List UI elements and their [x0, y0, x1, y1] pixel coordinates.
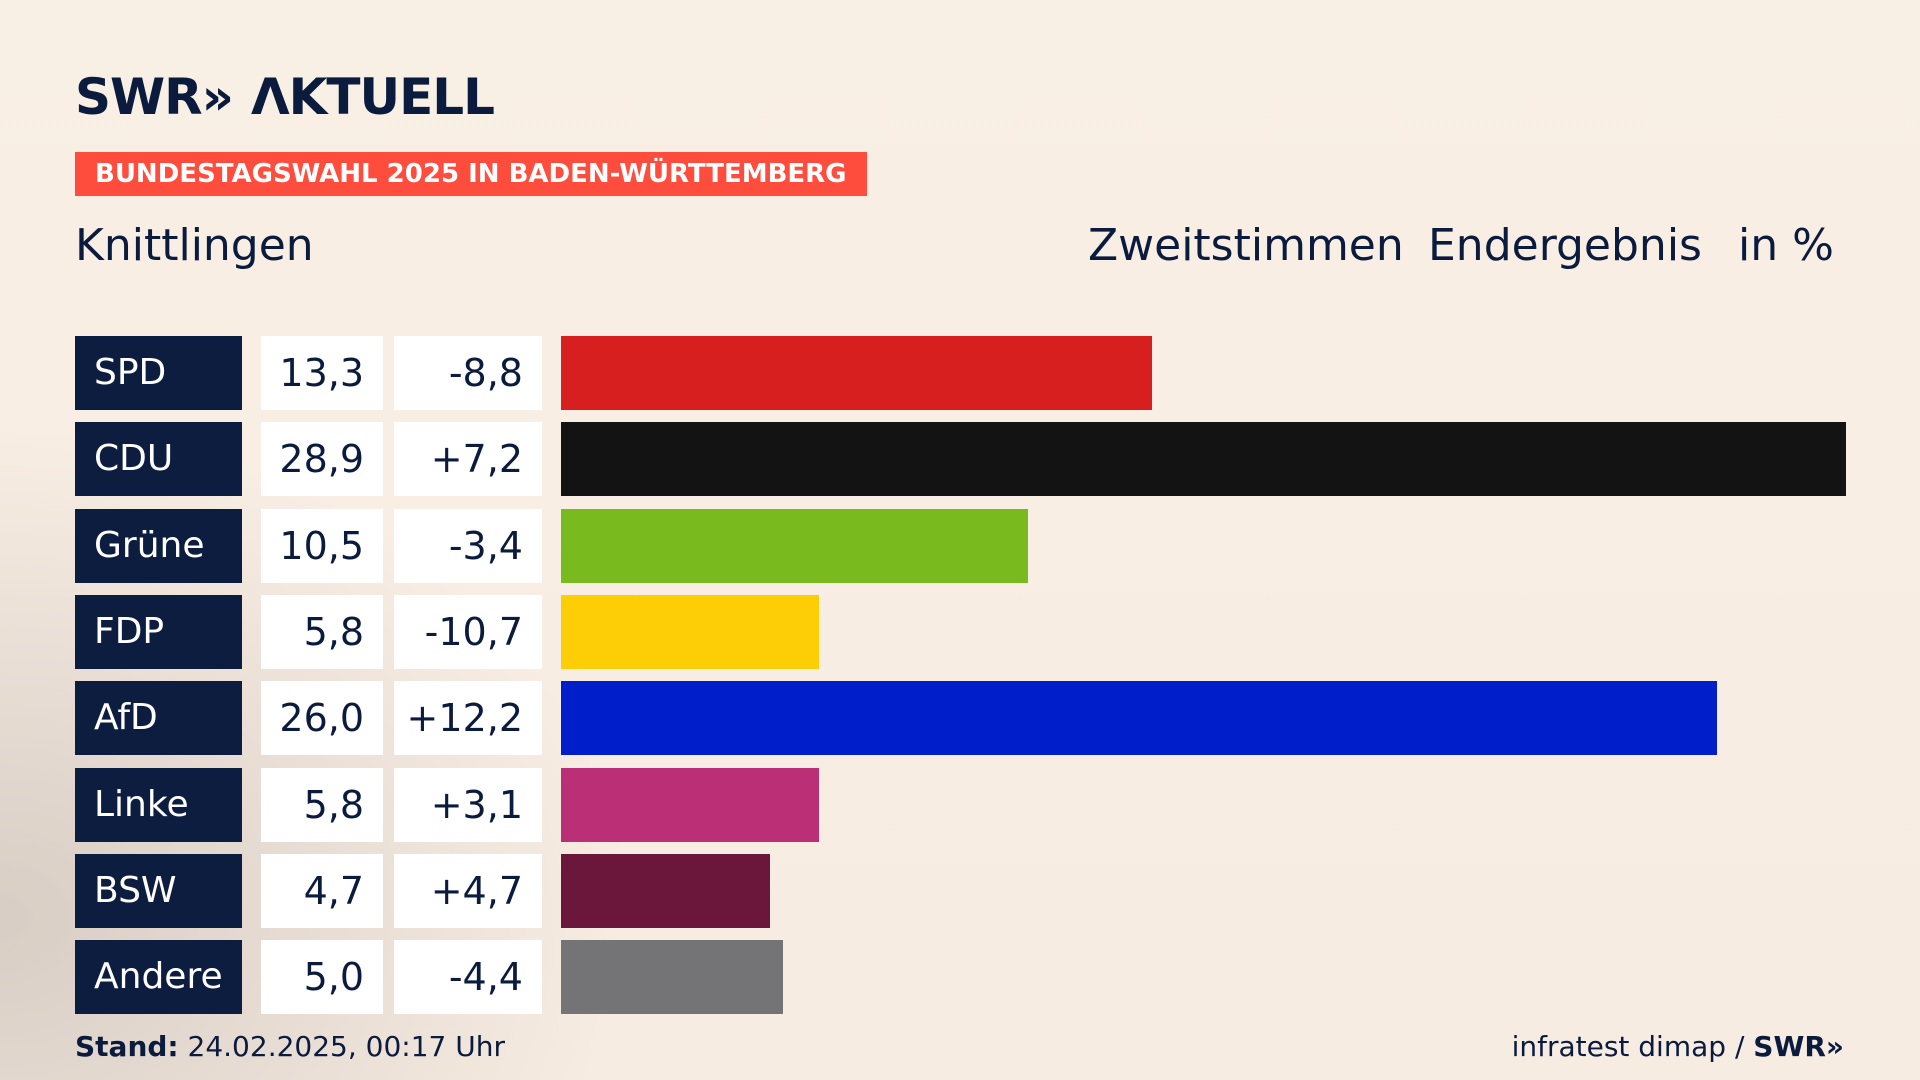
vote-share-value: 10,5 [261, 509, 383, 583]
party-label: SPD [75, 336, 242, 410]
stand-label: Stand: [75, 1030, 179, 1063]
vote-share-value: 28,9 [261, 422, 383, 496]
vote-share-bar [561, 595, 819, 669]
vote-change-value: -10,7 [394, 595, 542, 669]
vote-share-bar [561, 336, 1152, 410]
vote-change-value: +3,1 [394, 768, 542, 842]
vote-change-value: -3,4 [394, 509, 542, 583]
source-credit: infratest dimap / SWR» [1512, 1030, 1844, 1063]
source-text: infratest dimap / [1511, 1030, 1745, 1063]
vote-share-value: 4,7 [261, 854, 383, 928]
vote-share-bar [561, 509, 1028, 583]
vote-type-label: Zweitstimmen [1088, 220, 1404, 271]
vote-share-bar [561, 854, 770, 928]
result-status-label: Endergebnis [1428, 220, 1702, 271]
source-brand: SWR» [1753, 1030, 1844, 1063]
vote-share-value: 5,0 [261, 940, 383, 1014]
stand-value: 24.02.2025, 00:17 Uhr [187, 1030, 505, 1063]
vote-change-value: -8,8 [394, 336, 542, 410]
vote-share-bar [561, 681, 1717, 755]
vote-share-bar [561, 422, 1846, 496]
swr-aktuell-logo: SWR» ΛKTUELL [75, 68, 495, 126]
vote-share-value: 5,8 [261, 595, 383, 669]
logo-swr: SWR» [75, 68, 234, 126]
vote-change-value: +4,7 [394, 854, 542, 928]
party-label: Linke [75, 768, 242, 842]
party-label: FDP [75, 595, 242, 669]
unit-label: in % [1738, 220, 1834, 271]
place-title: Knittlingen [75, 220, 314, 271]
vote-change-value: +12,2 [394, 681, 542, 755]
vote-share-bar [561, 940, 783, 1014]
vote-change-value: -4,4 [394, 940, 542, 1014]
topic-banner: BUNDESTAGSWAHL 2025 IN BADEN-WÜRTTEMBERG [75, 152, 867, 196]
timestamp: Stand: 24.02.2025, 00:17 Uhr [75, 1030, 505, 1063]
vote-share-value: 13,3 [261, 336, 383, 410]
logo-aktuell: ΛKTUELL [250, 68, 495, 126]
party-label: Grüne [75, 509, 242, 583]
vote-share-value: 5,8 [261, 768, 383, 842]
party-label: BSW [75, 854, 242, 928]
party-label: Andere [75, 940, 242, 1014]
party-label: AfD [75, 681, 242, 755]
vote-change-value: +7,2 [394, 422, 542, 496]
vote-share-bar [561, 768, 819, 842]
party-label: CDU [75, 422, 242, 496]
vote-share-value: 26,0 [261, 681, 383, 755]
